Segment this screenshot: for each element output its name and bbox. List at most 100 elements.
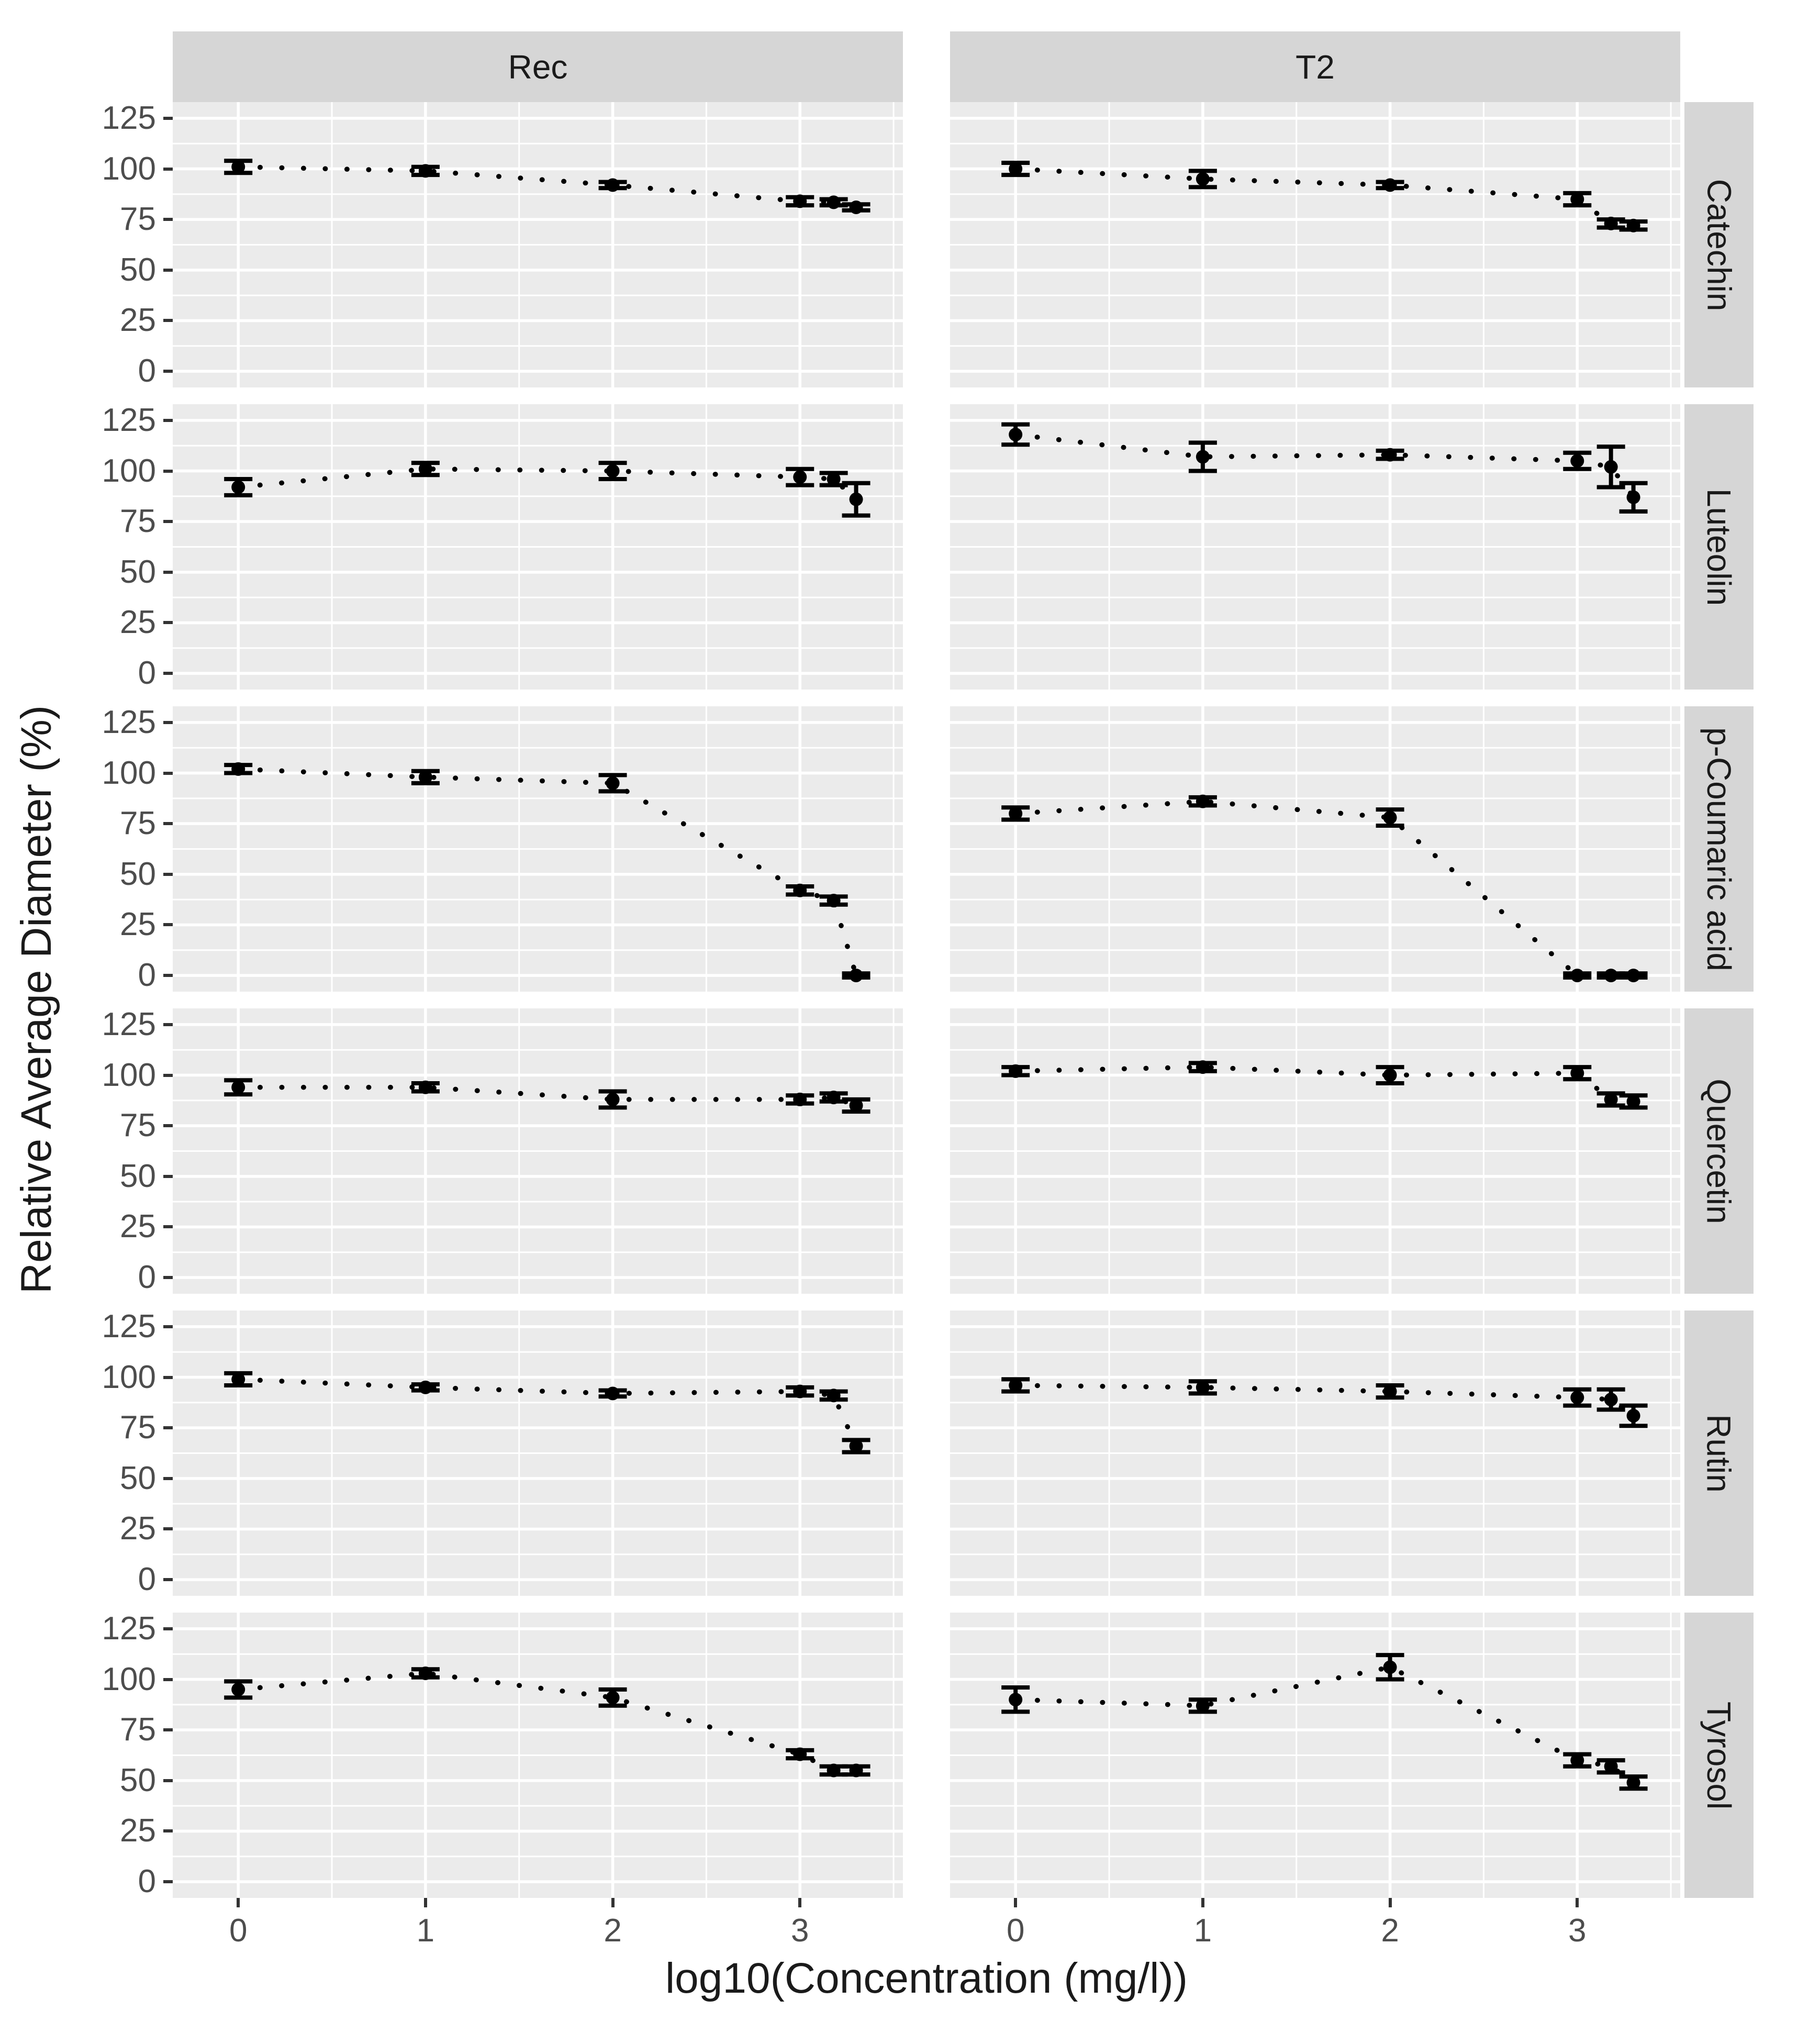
x-tick-label: 1	[416, 1913, 435, 1949]
y-tick-label: 0	[138, 353, 156, 390]
y-tick-label: 125	[102, 1308, 156, 1345]
facet-row-label: Luteolin	[1700, 488, 1738, 606]
y-tick-label: 50	[120, 251, 156, 288]
x-tick-label: 3	[1568, 1913, 1587, 1949]
facet-col-strip-rec: Rec	[173, 31, 903, 102]
y-tick-label: 0	[138, 1259, 156, 1296]
y-tick-mark	[163, 1225, 173, 1229]
y-tick-label: 0	[138, 957, 156, 994]
y-tick-mark	[163, 974, 173, 977]
y-tick-mark	[163, 1276, 173, 1280]
facet-row-label: Tyrosol	[1700, 1701, 1738, 1809]
x-tick-label: 0	[1006, 1913, 1025, 1949]
y-tick-mark	[163, 1073, 173, 1077]
panel-catechin-t2	[950, 102, 1680, 387]
panel-p-coumaric-acid-t2	[950, 706, 1680, 992]
y-tick-mark	[163, 570, 173, 574]
y-tick-label: 25	[120, 1510, 156, 1547]
panel-quercetin-rec	[173, 1008, 903, 1294]
y-tick-label: 25	[120, 1208, 156, 1245]
x-tick-mark	[237, 1898, 240, 1907]
x-tick-label: 2	[604, 1913, 622, 1949]
y-tick-label: 75	[120, 1107, 156, 1144]
y-tick-mark	[163, 822, 173, 826]
y-tick-mark	[163, 771, 173, 775]
y-tick-mark	[163, 1426, 173, 1430]
facet-col-label: T2	[1296, 48, 1335, 86]
x-tick-mark	[423, 1898, 427, 1907]
y-tick-label: 100	[102, 150, 156, 187]
x-tick-mark	[1201, 1898, 1204, 1907]
y-tick-label: 50	[120, 856, 156, 892]
y-tick-mark	[163, 418, 173, 422]
x-tick-label: 3	[791, 1913, 809, 1949]
y-tick-label: 75	[120, 1712, 156, 1748]
y-tick-label: 50	[120, 553, 156, 590]
y-tick-mark	[163, 1375, 173, 1379]
panel-luteolin-rec	[173, 404, 903, 690]
y-tick-mark	[163, 1627, 173, 1630]
y-tick-mark	[163, 1678, 173, 1681]
y-tick-mark	[163, 218, 173, 221]
y-tick-mark	[163, 520, 173, 524]
y-tick-label: 75	[120, 503, 156, 540]
x-tick-label: 0	[229, 1913, 248, 1949]
facet-row-strip-quercetin: Quercetin	[1684, 1008, 1754, 1294]
y-tick-mark	[163, 268, 173, 272]
panel-tyrosol-t2	[950, 1613, 1680, 1898]
y-tick-mark	[163, 720, 173, 724]
facet-row-label: Catechin	[1700, 179, 1738, 311]
y-tick-label: 125	[102, 704, 156, 740]
facet-col-strip-t2: T2	[950, 31, 1680, 102]
x-tick-mark	[1014, 1898, 1018, 1907]
y-tick-mark	[163, 319, 173, 323]
y-tick-mark	[163, 1476, 173, 1480]
y-tick-label: 100	[102, 1057, 156, 1093]
y-tick-label: 75	[120, 805, 156, 842]
y-tick-label: 125	[102, 402, 156, 438]
x-axis-title: log10(Concentration (mg/l))	[665, 1954, 1188, 2002]
y-tick-mark	[163, 469, 173, 473]
facet-row-strip-tyrosol: Tyrosol	[1684, 1613, 1754, 1898]
y-tick-label: 125	[102, 1610, 156, 1647]
facet-col-label: Rec	[508, 48, 568, 86]
y-tick-mark	[163, 672, 173, 675]
y-tick-label: 75	[120, 1409, 156, 1446]
y-tick-label: 125	[102, 1006, 156, 1042]
y-tick-label: 125	[102, 99, 156, 136]
y-tick-label: 75	[120, 201, 156, 238]
y-tick-mark	[163, 621, 173, 625]
x-tick-mark	[611, 1898, 615, 1907]
y-tick-mark	[163, 1023, 173, 1026]
y-tick-label: 100	[102, 1359, 156, 1395]
y-tick-label: 100	[102, 452, 156, 489]
facet-row-label: p-Coumaric acid	[1700, 727, 1738, 971]
y-tick-label: 100	[102, 1661, 156, 1697]
y-tick-mark	[163, 1728, 173, 1732]
y-tick-mark	[163, 116, 173, 120]
facet-row-strip-catechin: Catechin	[1684, 102, 1754, 387]
x-tick-label: 1	[1193, 1913, 1212, 1949]
y-tick-mark	[163, 872, 173, 876]
x-tick-mark	[1388, 1898, 1392, 1907]
y-tick-label: 0	[138, 1863, 156, 1900]
y-tick-label: 25	[120, 906, 156, 943]
y-tick-mark	[163, 1578, 173, 1582]
y-tick-mark	[163, 1325, 173, 1328]
panel-p-coumaric-acid-rec	[173, 706, 903, 992]
y-axis-title: Relative Average Diameter (%)	[13, 705, 60, 1294]
y-tick-label: 25	[120, 604, 156, 641]
panel-tyrosol-rec	[173, 1613, 903, 1898]
y-tick-mark	[163, 1829, 173, 1833]
y-tick-label: 50	[120, 1460, 156, 1496]
facet-row-label: Quercetin	[1700, 1078, 1738, 1224]
y-tick-mark	[163, 1174, 173, 1178]
y-tick-label: 25	[120, 1813, 156, 1849]
x-tick-mark	[1576, 1898, 1579, 1907]
y-tick-mark	[163, 1124, 173, 1128]
y-tick-label: 50	[120, 1762, 156, 1798]
facet-row-strip-luteolin: Luteolin	[1684, 404, 1754, 690]
y-tick-mark	[163, 1527, 173, 1531]
facet-row-strip-p-coumaric-acid: p-Coumaric acid	[1684, 706, 1754, 992]
